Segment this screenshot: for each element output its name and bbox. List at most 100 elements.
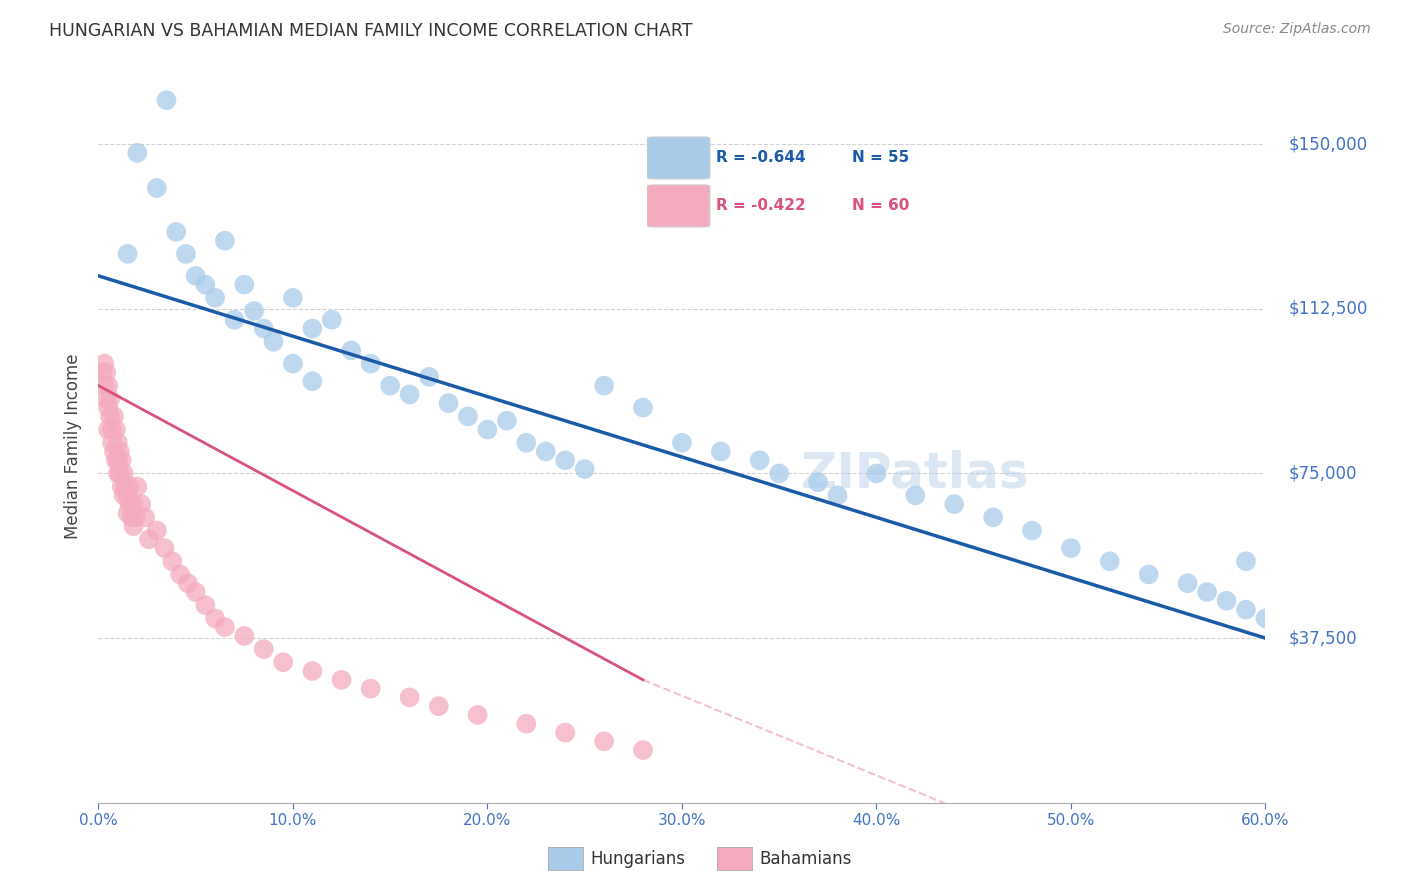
Point [360, 357, 382, 371]
Point [104, 453, 127, 467]
Point [671, 435, 693, 450]
Point [1098, 554, 1121, 568]
Point [807, 475, 830, 490]
Point [631, 401, 654, 415]
Point [865, 467, 887, 481]
Point [427, 699, 450, 714]
Point [162, 554, 184, 568]
Text: R = -0.644: R = -0.644 [716, 151, 806, 166]
Point [281, 357, 304, 371]
Point [194, 598, 217, 612]
Point [117, 488, 139, 502]
Text: Bahamians: Bahamians [759, 849, 852, 868]
Point [194, 277, 217, 292]
Point [554, 725, 576, 739]
Point [1021, 524, 1043, 538]
Point [146, 524, 169, 538]
Point [98, 392, 121, 406]
Point [243, 304, 266, 318]
Point [122, 519, 145, 533]
Point [904, 488, 927, 502]
Point [574, 462, 596, 476]
Text: N = 60: N = 60 [852, 198, 910, 213]
Point [155, 93, 177, 107]
Point [127, 145, 149, 160]
Point [1234, 602, 1257, 616]
Point [398, 690, 420, 705]
Point [204, 611, 226, 625]
Point [165, 225, 187, 239]
Point [111, 480, 134, 494]
Point [233, 629, 256, 643]
Point [233, 277, 256, 292]
Point [253, 321, 276, 335]
Point [534, 444, 557, 458]
Point [281, 291, 304, 305]
Point [107, 453, 129, 467]
Point [107, 467, 129, 481]
Point [129, 497, 152, 511]
Point [93, 378, 115, 392]
Point [301, 374, 323, 388]
Point [101, 435, 124, 450]
Point [710, 444, 733, 458]
Point [138, 533, 160, 547]
Text: $75,000: $75,000 [1289, 465, 1357, 483]
Point [97, 423, 120, 437]
Point [593, 378, 616, 392]
Point [103, 444, 125, 458]
Point [97, 401, 120, 415]
Point [477, 423, 499, 437]
Point [340, 343, 363, 358]
Point [93, 357, 115, 371]
Point [981, 510, 1004, 524]
Point [321, 312, 343, 326]
Point [262, 334, 284, 349]
FancyBboxPatch shape [647, 185, 710, 227]
Point [1137, 567, 1160, 582]
Point [330, 673, 353, 687]
Point [631, 743, 654, 757]
Point [184, 268, 207, 283]
Point [1060, 541, 1083, 555]
Point [554, 453, 576, 467]
Point [1215, 594, 1237, 608]
Text: HUNGARIAN VS BAHAMIAN MEDIAN FAMILY INCOME CORRELATION CHART: HUNGARIAN VS BAHAMIAN MEDIAN FAMILY INCO… [49, 22, 693, 40]
FancyBboxPatch shape [647, 137, 710, 179]
Point [153, 541, 176, 555]
Point [121, 510, 143, 524]
Point [98, 409, 121, 424]
Point [437, 396, 460, 410]
Point [214, 620, 236, 634]
Point [360, 681, 382, 696]
Point [943, 497, 966, 511]
Point [91, 366, 114, 380]
Point [768, 467, 790, 481]
Point [1195, 585, 1218, 599]
Point [112, 467, 135, 481]
Point [117, 506, 139, 520]
Point [117, 247, 139, 261]
Point [112, 488, 135, 502]
Point [127, 480, 149, 494]
Text: $112,500: $112,500 [1289, 300, 1368, 318]
Point [96, 366, 118, 380]
Point [593, 734, 616, 748]
Point [495, 414, 517, 428]
Point [114, 480, 136, 494]
Point [104, 423, 127, 437]
Point [111, 453, 134, 467]
Point [96, 392, 118, 406]
Point [103, 409, 125, 424]
Point [1254, 611, 1277, 625]
Y-axis label: Median Family Income: Median Family Income [65, 353, 83, 539]
Point [214, 234, 236, 248]
Point [418, 369, 440, 384]
Point [398, 387, 420, 401]
Point [253, 642, 276, 657]
Point [301, 664, 323, 678]
Point [457, 409, 479, 424]
Point [184, 585, 207, 599]
Point [107, 435, 129, 450]
Point [515, 435, 537, 450]
